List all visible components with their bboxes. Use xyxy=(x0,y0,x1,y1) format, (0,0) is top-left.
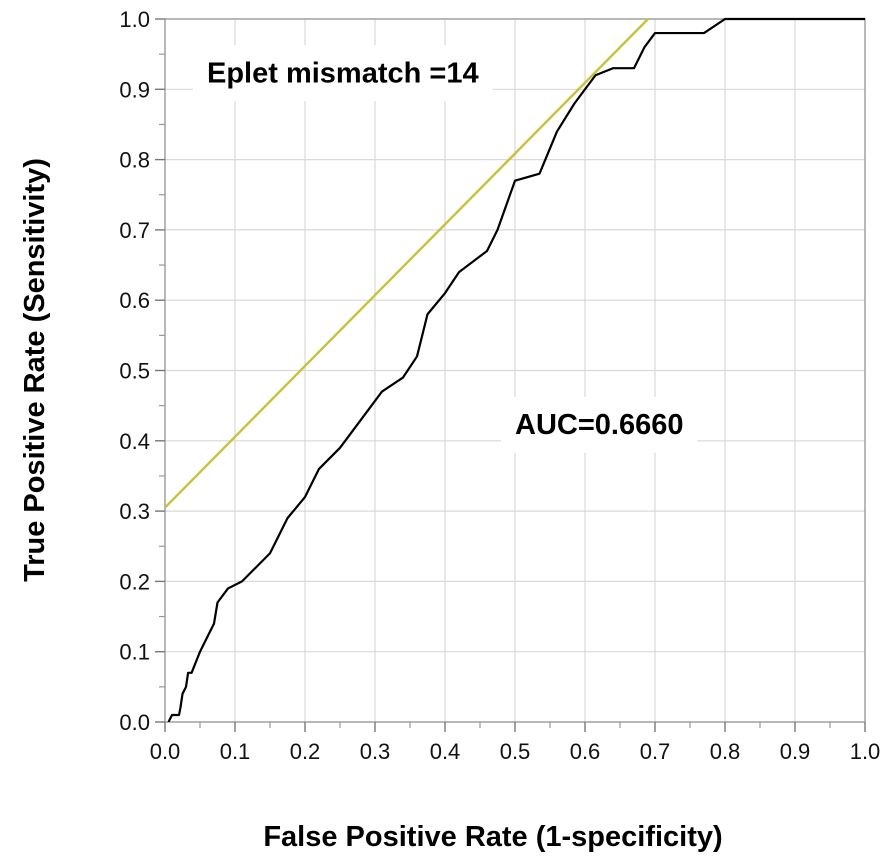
y-axis-title: True Positive Rate (Sensitivity) xyxy=(19,158,51,582)
y-tick-label: 1.0 xyxy=(119,7,150,32)
y-tick-label: 0.9 xyxy=(119,77,150,102)
x-tick-label: 1.0 xyxy=(850,739,881,764)
y-tick-label: 0.8 xyxy=(119,148,150,173)
y-tick-label: 0.2 xyxy=(119,569,150,594)
x-tick-label: 0.5 xyxy=(500,739,531,764)
labels: 0.0 0.1 0.2 0.3 0.4 0.5 0.6 0.7 0.8 0.9 1.0 0.0 0.1 0… xyxy=(119,7,880,764)
x-tick-label: 0.1 xyxy=(220,739,251,764)
x-tick-label: 0.6 xyxy=(570,739,601,764)
x-tick-label: 0.4 xyxy=(430,739,461,764)
x-tick-label: 0.2 xyxy=(290,739,321,764)
x-tick-label: 0.0 xyxy=(150,739,181,764)
y-tick-label: 0.6 xyxy=(119,288,150,313)
x-tick-label: 0.3 xyxy=(360,739,391,764)
ticks xyxy=(155,18,866,732)
y-tick-label: 0.1 xyxy=(119,640,150,665)
x-tick-label: 0.8 xyxy=(710,739,741,764)
series-group xyxy=(165,17,865,722)
x-tick-label: 0.7 xyxy=(640,739,671,764)
annotation-eplet-mismatch: Eplet mismatch =14 xyxy=(207,57,479,89)
grid xyxy=(165,19,865,722)
y-tick-label: 0.7 xyxy=(119,218,150,243)
x-axis-title: False Positive Rate (1-specificity) xyxy=(263,821,722,853)
y-tick-label: 0.0 xyxy=(119,710,150,735)
annotation-background xyxy=(193,45,493,102)
y-tick-label: 0.5 xyxy=(119,359,150,384)
annotation-background xyxy=(501,396,698,453)
y-tick-label: 0.3 xyxy=(119,499,150,524)
y-tick-label: 0.4 xyxy=(119,429,150,454)
annotation-auc: AUC=0.6660 xyxy=(515,409,683,441)
reference-line xyxy=(165,18,649,509)
roc-curve-line xyxy=(167,17,865,722)
x-tick-label: 0.9 xyxy=(780,739,811,764)
